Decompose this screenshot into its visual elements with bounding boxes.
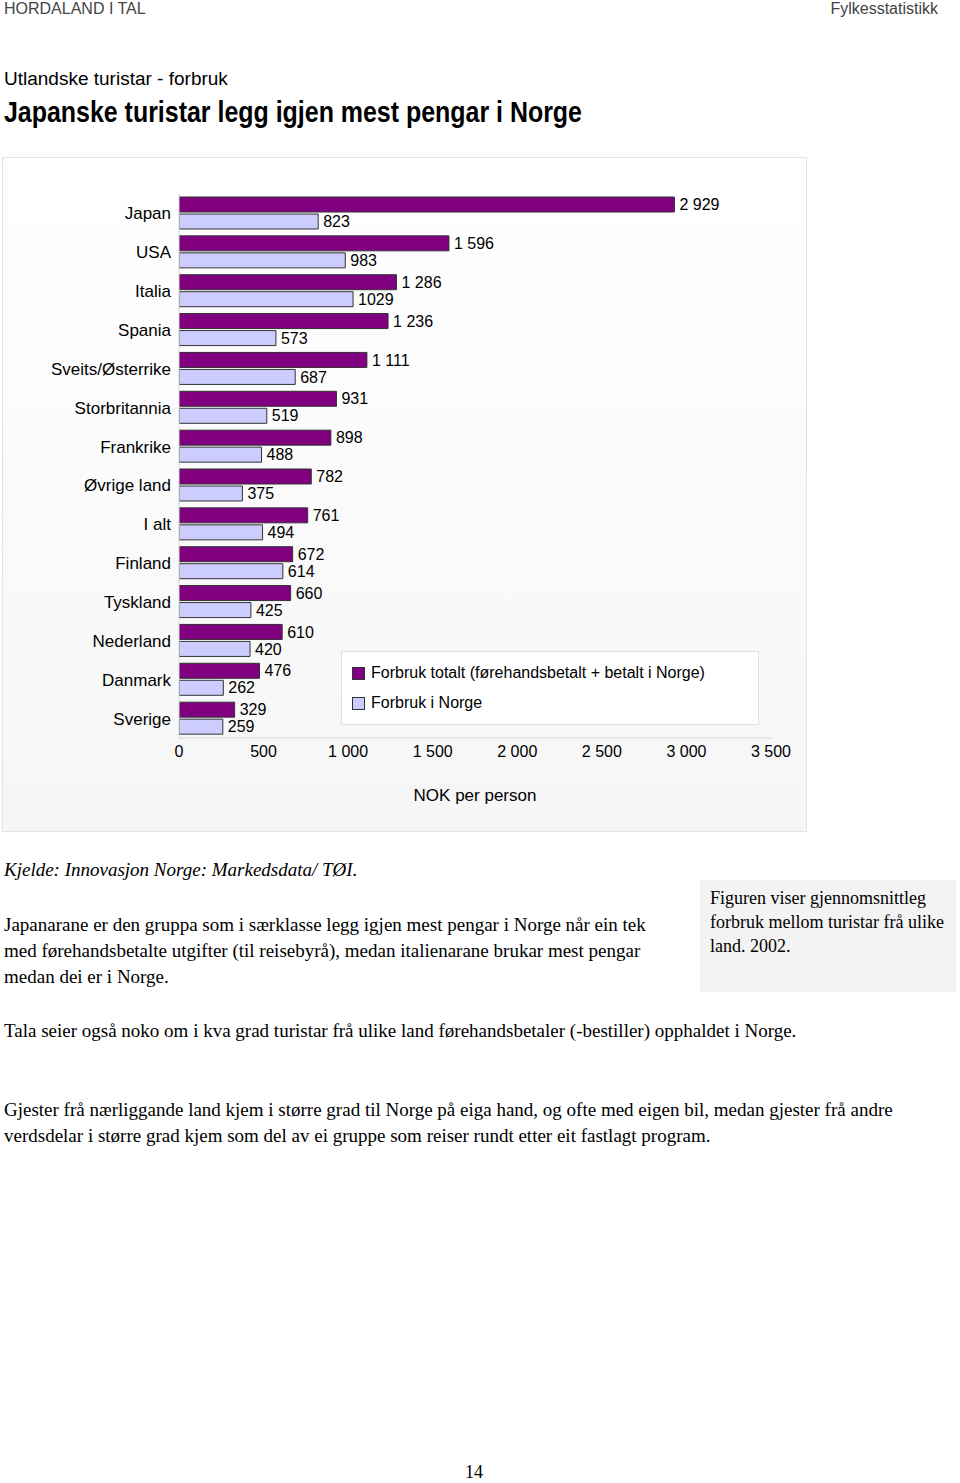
svg-text:488: 488 — [267, 446, 294, 463]
svg-text:Finland: Finland — [115, 554, 171, 573]
svg-text:Øvrige land: Øvrige land — [84, 476, 171, 495]
svg-text:3 000: 3 000 — [666, 743, 706, 760]
svg-text:519: 519 — [272, 407, 299, 424]
html-text:Japanske turistar legg igjen m: Japanske turistar legg igjen mest pengar… — [4, 96, 582, 128]
html-text:Tala seier også noko om i kva: Tala seier også noko om i kva grad turis… — [4, 1020, 797, 1041]
svg-text:2 929: 2 929 — [679, 196, 719, 213]
svg-text:Tyskland: Tyskland — [104, 593, 171, 612]
svg-text:1 236: 1 236 — [393, 313, 433, 330]
svg-text:Nederland: Nederland — [93, 632, 171, 651]
svg-text:1 111: 1 111 — [372, 352, 410, 369]
svg-text:573: 573 — [281, 330, 308, 347]
svg-text:420: 420 — [255, 641, 282, 658]
html-text:Kjelde: Innovasjon Norge: Mark: Kjelde: Innovasjon Norge: Markedsdata/ T… — [4, 859, 358, 880]
svg-text:1 286: 1 286 — [402, 274, 442, 291]
svg-text:Spania: Spania — [118, 321, 171, 340]
svg-text:494: 494 — [268, 524, 295, 541]
svg-text:Danmark: Danmark — [102, 671, 171, 690]
svg-text:Sverige: Sverige — [113, 710, 171, 729]
svg-text:2 000: 2 000 — [497, 743, 537, 760]
svg-text:259: 259 — [228, 718, 255, 735]
html-text:14: 14 — [465, 1462, 483, 1482]
svg-text:1029: 1029 — [358, 291, 394, 308]
svg-text:1 596: 1 596 — [454, 235, 494, 252]
html-text:Figuren viser gjennomsnittleg: Figuren viser gjennomsnittleg forbruk me… — [710, 888, 944, 956]
svg-text:687: 687 — [300, 369, 327, 386]
svg-text:375: 375 — [247, 485, 274, 502]
svg-text:931: 931 — [341, 390, 368, 407]
svg-text:660: 660 — [296, 585, 323, 602]
svg-text:610: 610 — [287, 624, 314, 641]
svg-text:I alt: I alt — [144, 515, 172, 534]
html-text:Utlandske turistar - forbruk: Utlandske turistar - forbruk — [4, 68, 228, 89]
svg-text:761: 761 — [313, 507, 340, 524]
svg-text:2 500: 2 500 — [582, 743, 622, 760]
svg-text:782: 782 — [316, 468, 343, 485]
html-text:Fylkesstatistikk: Fylkesstatistikk — [830, 0, 938, 17]
html-text:Japanarane er den gruppa som i: Japanarane er den gruppa som i særklasse… — [4, 914, 646, 987]
svg-text:476: 476 — [265, 662, 292, 679]
svg-text:262: 262 — [228, 679, 255, 696]
svg-text:0: 0 — [175, 743, 184, 760]
svg-text:Japan: Japan — [125, 204, 171, 223]
svg-text:898: 898 — [336, 429, 363, 446]
svg-text:Italia: Italia — [135, 282, 171, 301]
svg-text:NOK per person: NOK per person — [414, 786, 537, 805]
svg-text:USA: USA — [136, 243, 172, 262]
svg-text:614: 614 — [288, 563, 315, 580]
html-text:Forbruk i Norge: Forbruk i Norge — [371, 694, 483, 711]
svg-text:3 500: 3 500 — [751, 743, 791, 760]
svg-text:823: 823 — [323, 213, 350, 230]
svg-text:Sveits/Østerrike: Sveits/Østerrike — [51, 360, 171, 379]
svg-text:1 500: 1 500 — [413, 743, 453, 760]
html-text:Gjester frå nærliggande land k: Gjester frå nærliggande land kjem i stør… — [4, 1099, 893, 1146]
svg-text:Storbritannia: Storbritannia — [75, 399, 172, 418]
html-text:HORDALAND I TAL: HORDALAND I TAL — [4, 0, 146, 17]
svg-text:983: 983 — [350, 252, 377, 269]
svg-text:500: 500 — [250, 743, 277, 760]
svg-text:425: 425 — [256, 602, 283, 619]
svg-text:672: 672 — [298, 546, 325, 563]
html-text:Forbruk totalt (førehandsbetal: Forbruk totalt (førehandsbetalt + betalt… — [371, 664, 705, 681]
svg-text:Frankrike: Frankrike — [100, 438, 171, 457]
svg-text:329: 329 — [240, 701, 267, 718]
svg-text:1 000: 1 000 — [328, 743, 368, 760]
